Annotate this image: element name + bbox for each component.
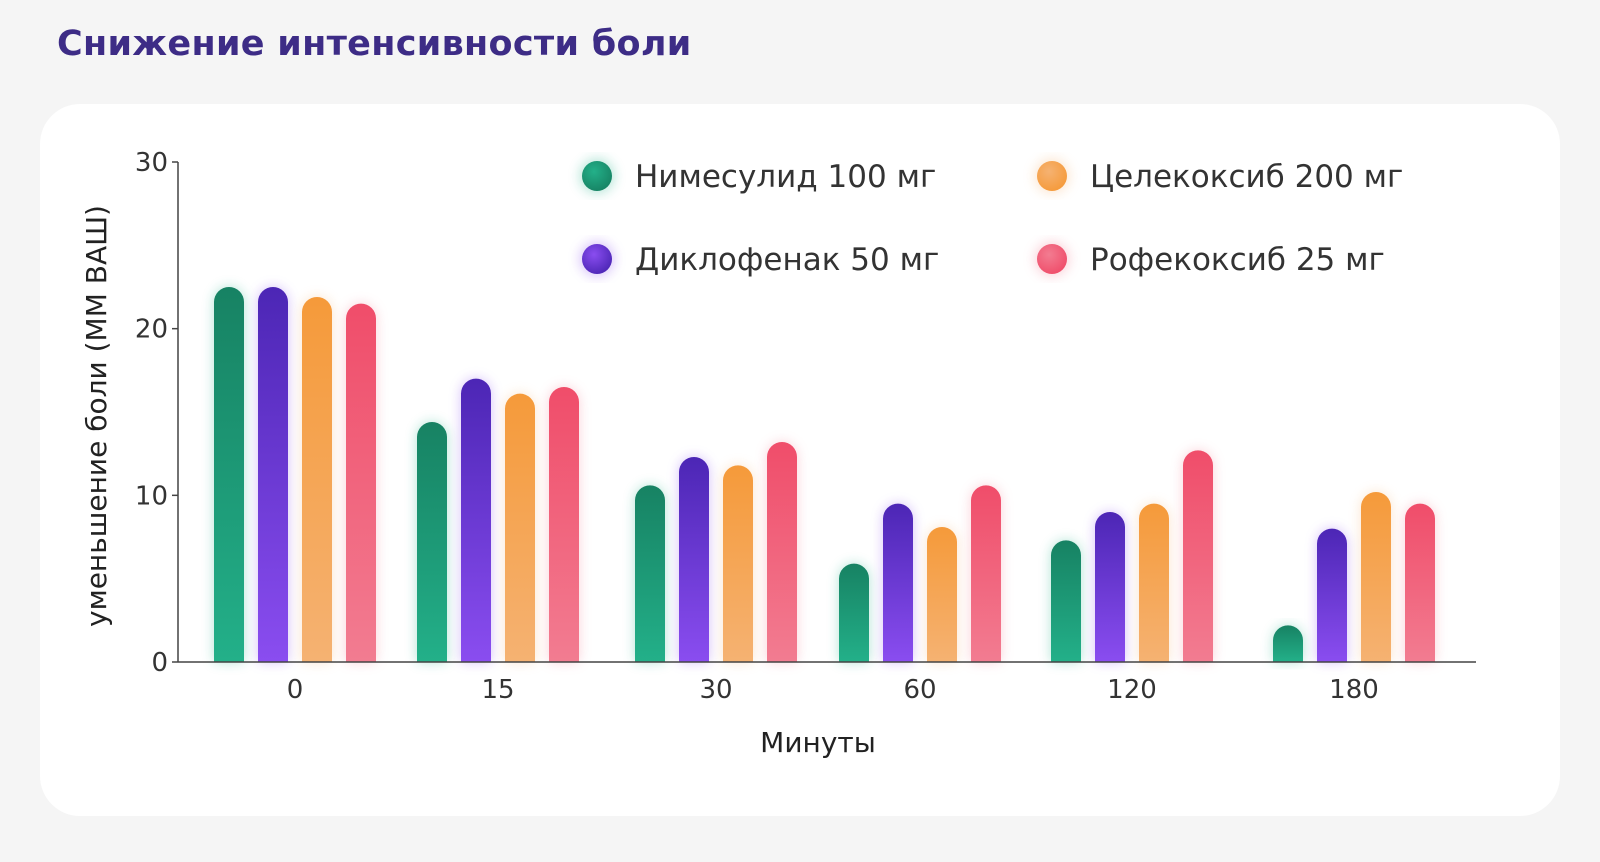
bar-Целекоксиб-200-мг-180: [1361, 492, 1391, 662]
page-title: Снижение интенсивности боли: [57, 24, 692, 64]
y-tick-label: 20: [135, 315, 168, 345]
legend-item-Целекоксиб-200-мг: Целекоксиб 200 мг: [1035, 159, 1403, 195]
bar-Целекоксиб-200-мг-0: [302, 297, 332, 662]
y-tick-label: 30: [135, 148, 168, 178]
bar-Диклофенак-50-мг-30: [679, 457, 709, 662]
x-tick-label: 30: [699, 675, 732, 705]
legend-marker: [1037, 161, 1067, 191]
bar-Нимесулид-100-мг-60: [839, 563, 869, 662]
chart-card: 0 10 20 30 0 15 30 60 120 180 уменьшение боли (М…: [40, 104, 1560, 816]
bar-Диклофенак-50-мг-15: [461, 378, 491, 662]
bar-Нимесулид-100-мг-15: [417, 422, 447, 662]
bar-Рофекоксиб-25-мг-0: [346, 303, 376, 662]
x-tick-labels: 0 15 30 60 120 180: [287, 675, 1379, 705]
bar-Целекоксиб-200-мг-120: [1139, 503, 1169, 662]
bar-Диклофенак-50-мг-0: [258, 287, 288, 662]
bar-Целекоксиб-200-мг-15: [505, 393, 535, 662]
y-tick-label: 0: [151, 648, 168, 678]
legend-label: Нимесулид 100 мг: [635, 159, 936, 195]
legend-item-Нимесулид-100-мг: Нимесулид 100 мг: [580, 159, 936, 195]
bars-layer: [214, 287, 1435, 662]
legend-item-Рофекоксиб-25-мг: Рофекоксиб 25 мг: [1035, 242, 1385, 278]
bar-Целекоксиб-200-мг-60: [927, 527, 957, 662]
x-tick-label: 0: [287, 675, 304, 705]
legend-marker: [582, 244, 612, 274]
bar-Диклофенак-50-мг-60: [883, 503, 913, 662]
bar-Рофекоксиб-25-мг-15: [549, 387, 579, 662]
y-axis-title: уменьшение боли (ММ ВАШ): [80, 205, 113, 627]
y-tick-labels: 0 10 20 30: [135, 148, 178, 678]
y-tick-label: 10: [135, 481, 168, 511]
x-tick-label: 60: [903, 675, 936, 705]
bar-Диклофенак-50-мг-180: [1317, 528, 1347, 662]
x-tick-label: 120: [1107, 675, 1157, 705]
x-tick-label: 15: [481, 675, 514, 705]
axes-layer: [177, 162, 1476, 663]
legend-label: Диклофенак 50 мг: [635, 242, 939, 278]
bar-Рофекоксиб-25-мг-180: [1405, 503, 1435, 662]
legend: Нимесулид 100 мг Целекоксиб 200 мг Диклофе…: [580, 159, 1403, 278]
bar-Нимесулид-100-мг-0: [214, 287, 244, 662]
bar-Нимесулид-100-мг-30: [635, 485, 665, 662]
legend-marker: [1037, 244, 1067, 274]
bar-Рофекоксиб-25-мг-120: [1183, 450, 1213, 662]
x-axis-title: Минуты: [760, 726, 876, 759]
bar-Рофекоксиб-25-мг-30: [767, 442, 797, 662]
bar-Нимесулид-100-мг-180: [1273, 625, 1303, 662]
legend-label: Целекоксиб 200 мг: [1090, 159, 1403, 195]
bar-Диклофенак-50-мг-120: [1095, 512, 1125, 662]
bar-Нимесулид-100-мг-120: [1051, 540, 1081, 662]
bar-Рофекоксиб-25-мг-60: [971, 485, 1001, 662]
bar-Целекоксиб-200-мг-30: [723, 465, 753, 662]
legend-label: Рофекоксиб 25 мг: [1090, 242, 1385, 278]
bar-chart: 0 10 20 30 0 15 30 60 120 180 уменьшение боли (М…: [80, 148, 1476, 759]
x-tick-label: 180: [1329, 675, 1379, 705]
legend-marker: [582, 161, 612, 191]
legend-item-Диклофенак-50-мг: Диклофенак 50 мг: [580, 242, 939, 278]
